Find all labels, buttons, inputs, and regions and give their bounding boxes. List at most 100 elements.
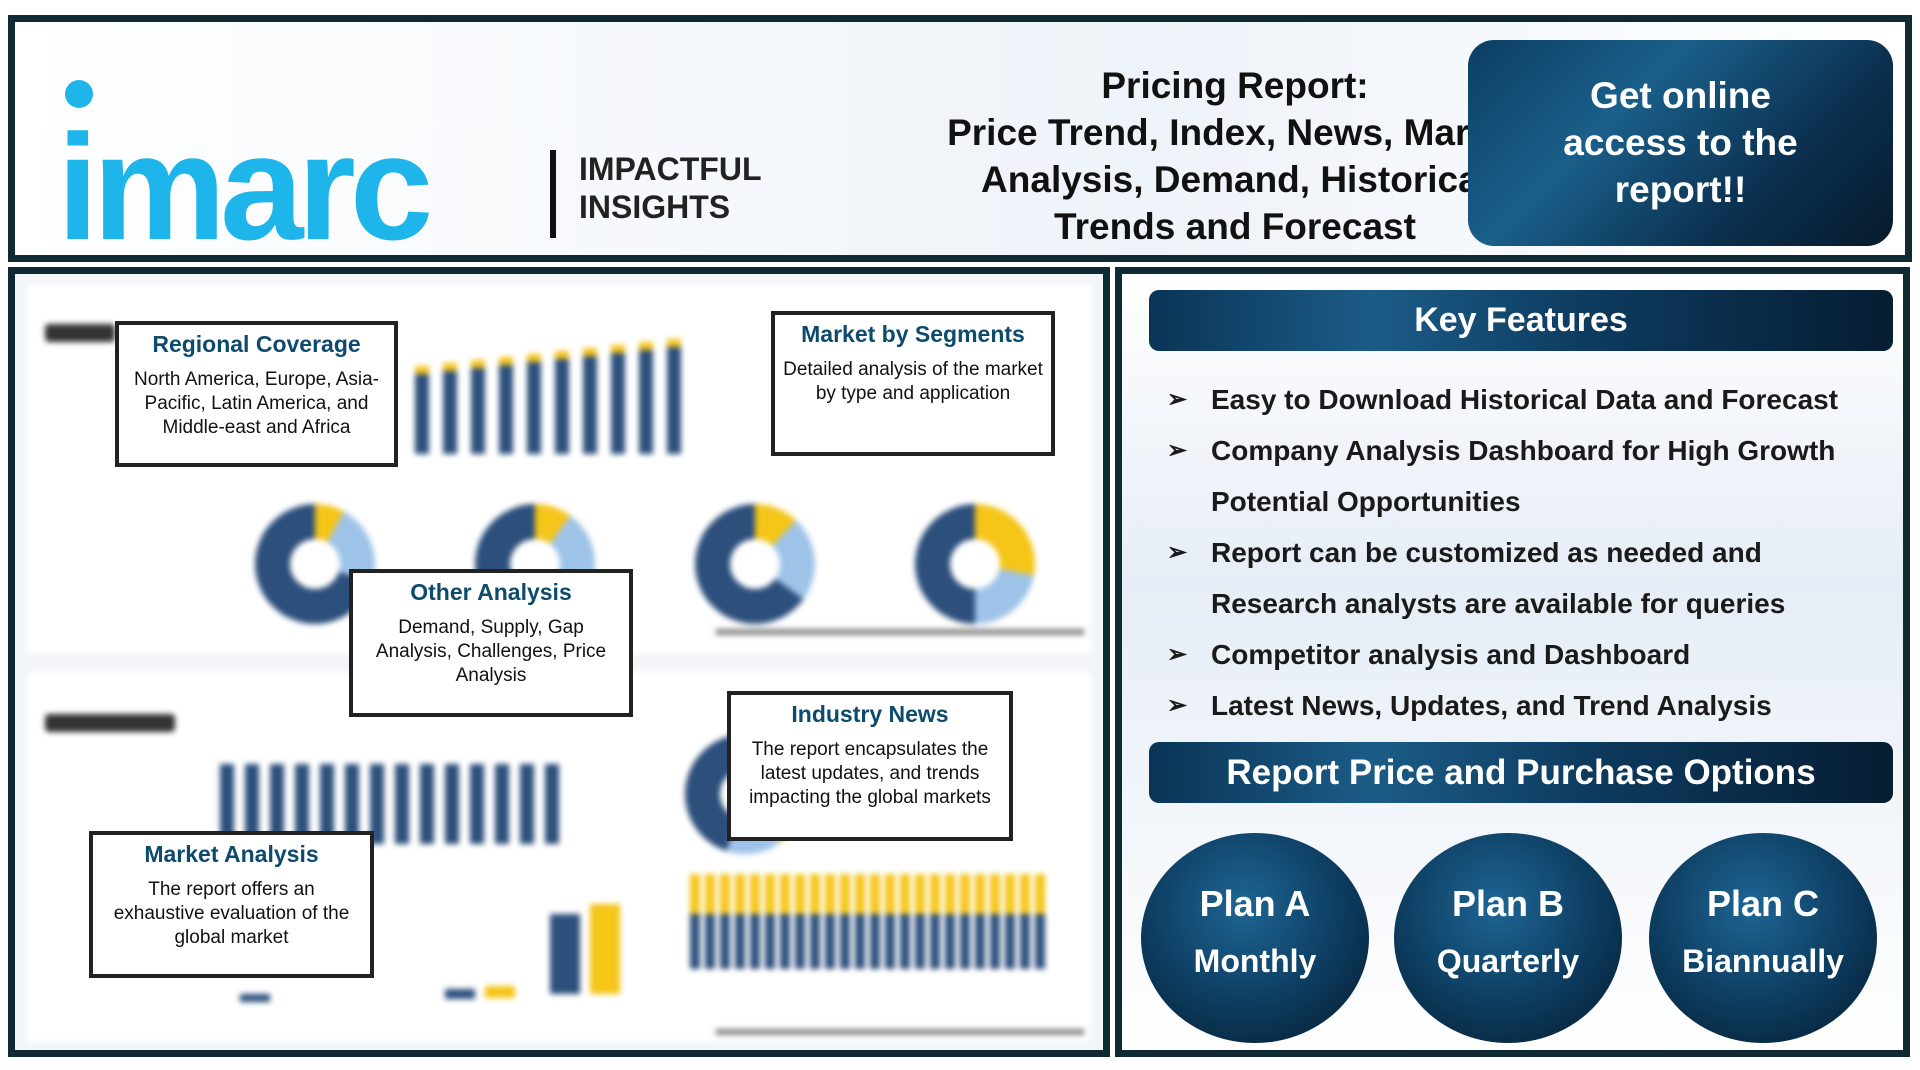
dashboard-mark — [320, 764, 334, 844]
dashboard-mark — [960, 914, 970, 969]
dashboard-mark — [415, 374, 429, 454]
dashboard-mark — [639, 350, 653, 454]
dashboard-mark — [45, 324, 115, 342]
dashboard-mark — [715, 1029, 1085, 1035]
dashboard-mark — [930, 874, 940, 914]
plan-c-button[interactable]: Plan C Biannually — [1649, 833, 1877, 1043]
dashboard-mark — [270, 764, 284, 844]
dashboard-donut — [915, 504, 1035, 624]
dashboard-mark — [810, 914, 820, 969]
dashboard-mark — [445, 989, 475, 999]
dashboard-mark — [840, 914, 850, 969]
dashboard-donut — [695, 504, 815, 624]
dashboard-mark — [667, 347, 681, 454]
dashboard-mark — [471, 360, 485, 368]
dashboard-mark — [1005, 874, 1015, 914]
dashboard-mark — [1005, 914, 1015, 969]
callout-industry-news: Industry News The report encapsulates the… — [727, 691, 1013, 841]
dashboard-mark — [555, 359, 569, 454]
arrow-bullet-icon: ➢ — [1167, 692, 1188, 719]
pricing-header: Report Price and Purchase Options — [1149, 742, 1893, 803]
dashboard-mark — [855, 914, 865, 969]
feature-item: ➢ Easy to Download Historical Data and Fo… — [1167, 374, 1887, 425]
get-online-access-button[interactable]: Get online access to the report!! — [1468, 40, 1893, 246]
dashboard-mark — [1035, 914, 1045, 969]
imarc-logo[interactable]: imarc IMPACTFUL INSIGHTS — [55, 72, 775, 262]
feature-item: ➢ Report can be customized as needed and … — [1167, 527, 1887, 629]
features-panel: Key Features ➢ Easy to Download Historica… — [1115, 267, 1910, 1057]
feature-item: ➢ Competitor analysis and Dashboard — [1167, 629, 1887, 680]
dashboard-mark — [780, 914, 790, 969]
dashboard-mark — [443, 371, 457, 454]
dashboard-mark — [443, 363, 457, 371]
dashboard-mark — [415, 366, 429, 374]
dashboard-mark — [945, 914, 955, 969]
callout-market-analysis: Market Analysis The report offers an exha… — [89, 831, 374, 978]
arrow-bullet-icon: ➢ — [1167, 641, 1188, 668]
dashboard-mark — [527, 354, 541, 362]
dashboard-mark — [825, 914, 835, 969]
dashboard-mark — [990, 874, 1000, 914]
dashboard-mark — [240, 994, 270, 1002]
dashboard-mark — [611, 345, 625, 353]
dashboard-mark — [527, 362, 541, 454]
header-banner: imarc IMPACTFUL INSIGHTS Pricing Report: P… — [8, 15, 1912, 262]
dashboard-mark — [990, 914, 1000, 969]
dashboard-mark — [915, 874, 925, 914]
dashboard-mark — [930, 914, 940, 969]
dashboard-mark — [445, 764, 459, 844]
dashboard-mark — [639, 342, 653, 350]
dashboard-mark — [795, 914, 805, 969]
key-features-header: Key Features — [1149, 290, 1893, 351]
dashboard-mark — [765, 874, 775, 914]
dashboard-mark — [885, 914, 895, 969]
callout-other-analysis: Other Analysis Demand, Supply, Gap Analys… — [349, 569, 633, 717]
dashboard-mark — [471, 368, 485, 454]
dashboard-mark — [583, 348, 597, 356]
dashboard-mark — [705, 874, 715, 914]
dashboard-mark — [1035, 874, 1045, 914]
dashboard-mark — [795, 874, 805, 914]
dashboard-mark — [555, 351, 569, 359]
report-title: Pricing Report: Price Trend, Index, News,… — [947, 65, 1523, 247]
features-list: ➢ Easy to Download Historical Data and Fo… — [1167, 374, 1887, 731]
dashboard-mark — [495, 764, 509, 844]
dashboard-mark — [825, 874, 835, 914]
dashboard-mark — [735, 914, 745, 969]
dashboard-mark — [611, 353, 625, 454]
dashboard-mark — [855, 874, 865, 914]
dashboard-mark — [750, 874, 760, 914]
dashboard-mark — [667, 339, 681, 347]
dashboard-mark — [395, 764, 409, 844]
logo-divider — [550, 150, 556, 238]
dashboard-mark — [295, 764, 309, 844]
dashboard-mark — [499, 365, 513, 454]
feature-item: ➢ Latest News, Updates, and Trend Analysi… — [1167, 680, 1887, 731]
dashboard-mark — [900, 914, 910, 969]
dashboard-mark — [45, 714, 175, 732]
callout-market-by-segments: Market by Segments Detailed analysis of t… — [771, 311, 1055, 456]
logo-tagline: IMPACTFUL INSIGHTS — [579, 151, 762, 225]
dashboard-mark — [915, 914, 925, 969]
plan-b-button[interactable]: Plan B Quarterly — [1394, 833, 1622, 1043]
dashboard-mark — [499, 357, 513, 365]
dashboard-mark — [840, 874, 850, 914]
dashboard-mark — [590, 904, 620, 994]
dashboard-mark — [690, 874, 700, 914]
dashboard-mark — [810, 874, 820, 914]
arrow-bullet-icon: ➢ — [1167, 386, 1188, 413]
dashboard-mark — [750, 914, 760, 969]
logo-wordmark: imarc — [57, 103, 433, 271]
dashboard-mark — [1020, 874, 1030, 914]
dashboard-mark — [960, 874, 970, 914]
dashboard-mark — [420, 764, 434, 844]
dashboard-mark — [945, 874, 955, 914]
dashboard-mark — [885, 874, 895, 914]
plan-a-button[interactable]: Plan A Monthly — [1141, 833, 1369, 1043]
dashboard-mark — [900, 874, 910, 914]
dashboard-preview: Regional Coverage North America, Europe, … — [8, 267, 1110, 1057]
dashboard-mark — [705, 914, 715, 969]
dashboard-mark — [470, 764, 484, 844]
dashboard-mark — [1020, 914, 1030, 969]
dashboard-mark — [345, 764, 359, 844]
